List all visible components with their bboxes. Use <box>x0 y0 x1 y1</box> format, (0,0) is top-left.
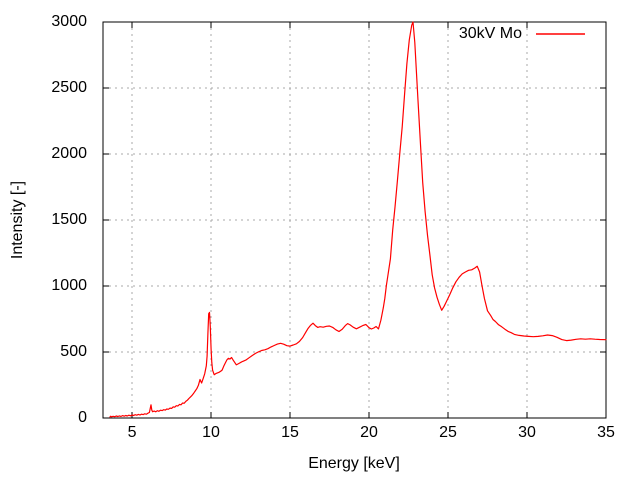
y-tick-label: 2000 <box>51 145 87 162</box>
x-tick-label: 25 <box>439 424 457 441</box>
x-tick-label: 35 <box>597 424 615 441</box>
legend-label: 30kV Mo <box>458 25 522 42</box>
x-tick-label: 20 <box>360 424 378 441</box>
y-tick-label: 2500 <box>51 79 87 96</box>
x-tick-label: 10 <box>202 424 220 441</box>
x-tick-label: 15 <box>281 424 299 441</box>
x-axis-title: Energy [keV] <box>308 455 400 472</box>
axis-ticks <box>103 21 607 419</box>
gridlines <box>103 22 606 418</box>
spectrum-line-series <box>109 21 607 418</box>
y-tick-label: 3000 <box>51 13 87 30</box>
x-tick-label: 30 <box>518 424 536 441</box>
y-tick-label: 0 <box>78 409 87 426</box>
y-tick-label: 500 <box>60 343 87 360</box>
x-tick-label: 5 <box>127 424 137 441</box>
y-tick-label: 1000 <box>51 277 87 294</box>
y-tick-label: 1500 <box>51 211 87 228</box>
y-axis-title: Intensity [-] <box>9 180 26 260</box>
